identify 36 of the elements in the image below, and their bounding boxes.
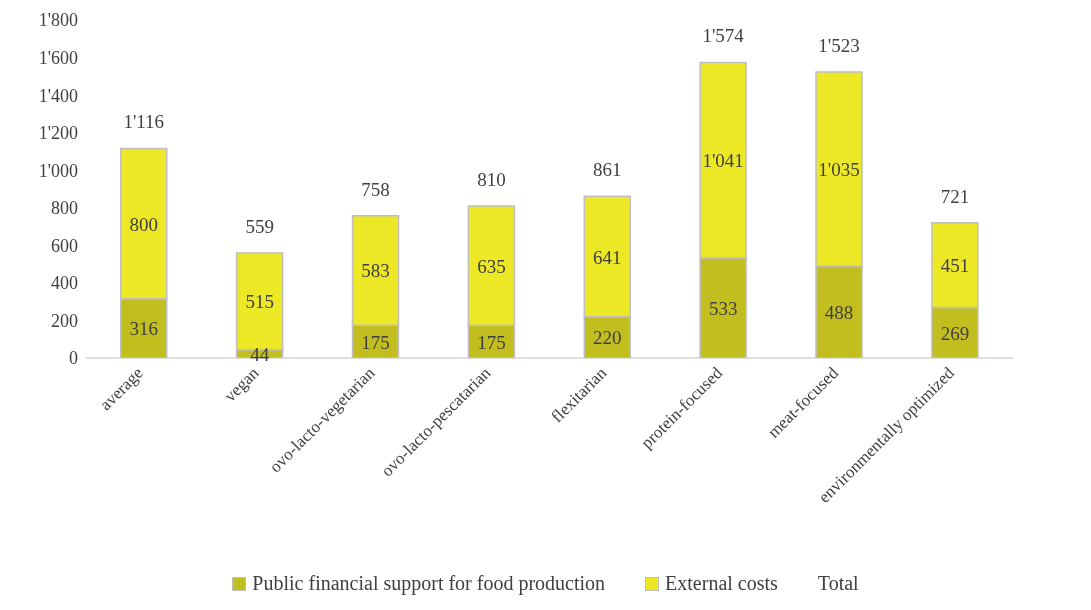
y-tick-label: 1'200 [38,123,78,144]
data-label: 800 [129,213,159,235]
data-label: 1'035 [818,159,860,181]
data-label: 515 [245,291,274,313]
y-tick-label: 400 [51,273,78,294]
data-label: 316 [129,318,159,340]
data-label: 583 [361,260,390,282]
y-tick-label: 1'600 [38,47,78,68]
data-label: 175 [477,331,506,353]
data-label: 641 [593,246,622,268]
total-label: 861 [593,159,622,181]
total-label: 1'574 [702,25,745,47]
total-label: 559 [245,216,274,238]
legend-label: Public financial support for food production [251,572,606,595]
total-label: 758 [361,178,390,200]
y-tick-label: 1'000 [38,160,78,181]
data-label: 488 [824,302,854,324]
data-label: 1'041 [702,150,744,172]
total-label: 1'523 [818,35,860,57]
text: Total [817,572,859,595]
data-label: 175 [361,331,390,353]
total-label: 810 [477,168,506,190]
data-label: 451 [940,255,970,277]
legend-label: External costs [664,572,778,595]
total-label: 1'116 [123,111,165,133]
data-label: 220 [593,327,622,349]
y-tick-label: 200 [51,310,78,331]
data-label: 635 [477,255,506,277]
y-tick-label: 800 [51,198,78,219]
total-label: 721 [940,185,970,207]
y-tick-label: 0 [69,348,78,369]
data-label: 533 [708,297,738,319]
y-tick-label: 1'400 [38,85,78,106]
y-tick-label: 600 [51,235,78,256]
data-label: 269 [940,322,970,344]
y-tick-label: 1'800 [38,10,78,31]
